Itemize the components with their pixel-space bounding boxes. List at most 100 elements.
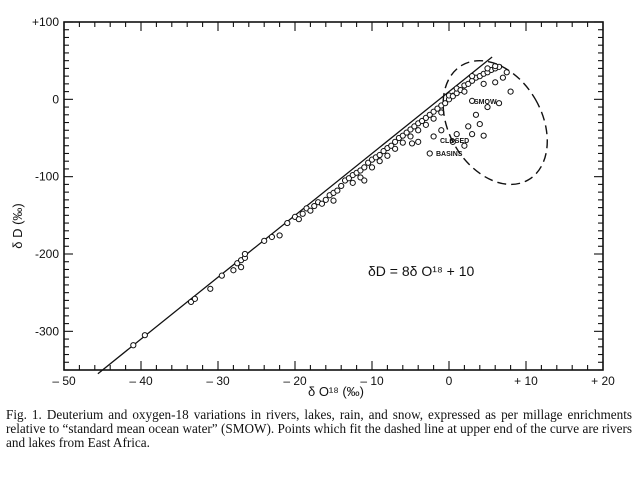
data-point (418, 117, 426, 125)
data-point (422, 121, 429, 128)
data-point (408, 140, 416, 147)
data-point (187, 298, 195, 306)
data-point (318, 200, 326, 207)
data-point (261, 237, 268, 244)
data-point (388, 142, 395, 149)
data-point (376, 151, 383, 159)
data-point (430, 108, 437, 115)
x-tick-label: – 30 (206, 374, 230, 388)
data-point (368, 164, 376, 171)
y-tick-label: -300 (35, 324, 59, 338)
data-point (276, 232, 283, 239)
x-tick-label: – 20 (283, 374, 307, 388)
data-point (399, 139, 406, 146)
data-point (345, 175, 352, 182)
closed-basins-ellipse (442, 59, 548, 186)
data-point (465, 123, 472, 130)
data-point (484, 65, 491, 72)
data-point (407, 133, 414, 140)
data-point (507, 88, 514, 95)
x-tick-label: + 10 (514, 374, 538, 388)
data-point (330, 197, 337, 204)
chart-figure: – 50 – 40 – 30 – 20 – 10 0 + 10 + 20 +100 0 -100 -… (10, 15, 615, 399)
data-point (453, 131, 460, 138)
data-point (207, 285, 214, 292)
data-point (141, 332, 148, 339)
data-point (338, 182, 345, 190)
data-point (357, 167, 364, 174)
axis-ticks (63, 21, 604, 371)
x-tick-label: – 10 (360, 374, 384, 388)
equation-label: δD = 8δ O¹⁸ + 10 (368, 263, 475, 279)
data-point (218, 272, 225, 279)
data-point (268, 233, 275, 241)
data-point (376, 158, 383, 165)
data-point (403, 129, 410, 136)
data-point (480, 132, 487, 139)
data-point (480, 80, 487, 87)
data-point (299, 210, 306, 217)
data-point (392, 138, 399, 145)
data-point (241, 250, 249, 258)
plot-border (63, 21, 604, 371)
data-point (426, 111, 433, 118)
data-point (469, 131, 476, 138)
data-point (499, 74, 506, 81)
data-point (472, 111, 480, 118)
data-point (411, 123, 418, 130)
data-point (434, 105, 441, 112)
data-point (234, 260, 241, 267)
data-point (415, 138, 422, 145)
y-tick-label: +100 (32, 15, 59, 29)
y-axis-label: δ D (‰) (10, 203, 25, 249)
data-point (465, 80, 472, 87)
x-axis-label: δ O¹⁸ (‰) (308, 384, 364, 399)
data-point (191, 295, 198, 302)
y-tick-label: 0 (52, 92, 59, 106)
data-point (322, 196, 329, 203)
data-point (438, 127, 445, 134)
y-tick-label: -200 (35, 247, 59, 261)
data-point (430, 133, 437, 140)
data-point (334, 187, 341, 194)
y-tick-label: -100 (35, 170, 59, 184)
figure-caption: Fig. 1. Deuterium and oxygen-18 variatio… (6, 407, 632, 450)
data-point (449, 93, 456, 100)
data-point (484, 103, 491, 111)
data-point (365, 159, 372, 166)
closed-label: CLOSED (440, 138, 469, 145)
x-tick-label: + 20 (591, 374, 615, 388)
x-tick-labels: – 50 – 40 – 30 – 20 – 10 0 + 10 + 20 (52, 374, 615, 388)
data-point (399, 132, 406, 139)
data-point (311, 202, 318, 210)
data-point (295, 216, 302, 223)
x-tick-label: 0 (446, 374, 453, 388)
y-tick-labels: +100 0 -100 -200 -300 (32, 15, 59, 338)
closed-basins-region (442, 59, 548, 186)
data-point (307, 207, 314, 214)
data-point (430, 115, 437, 122)
data-point (349, 179, 356, 186)
plot-area (63, 21, 604, 371)
data-point (407, 126, 414, 133)
data-points (130, 62, 514, 349)
data-point (426, 150, 433, 157)
data-point (230, 267, 237, 274)
data-point (361, 177, 368, 184)
data-point (442, 100, 449, 107)
basins-label: BASINS (436, 151, 463, 158)
data-point (130, 342, 137, 349)
data-point (461, 142, 468, 149)
x-tick-label: – 50 (52, 374, 76, 388)
data-point (392, 145, 399, 152)
data-point (469, 97, 476, 104)
smow-label: SMOW (474, 99, 497, 106)
data-point (415, 127, 422, 134)
data-point (238, 264, 245, 271)
data-point (469, 73, 476, 80)
data-point (361, 164, 368, 171)
data-point (284, 219, 291, 227)
x-tick-label: – 40 (129, 374, 153, 388)
data-point (384, 152, 391, 159)
data-point (492, 79, 499, 86)
